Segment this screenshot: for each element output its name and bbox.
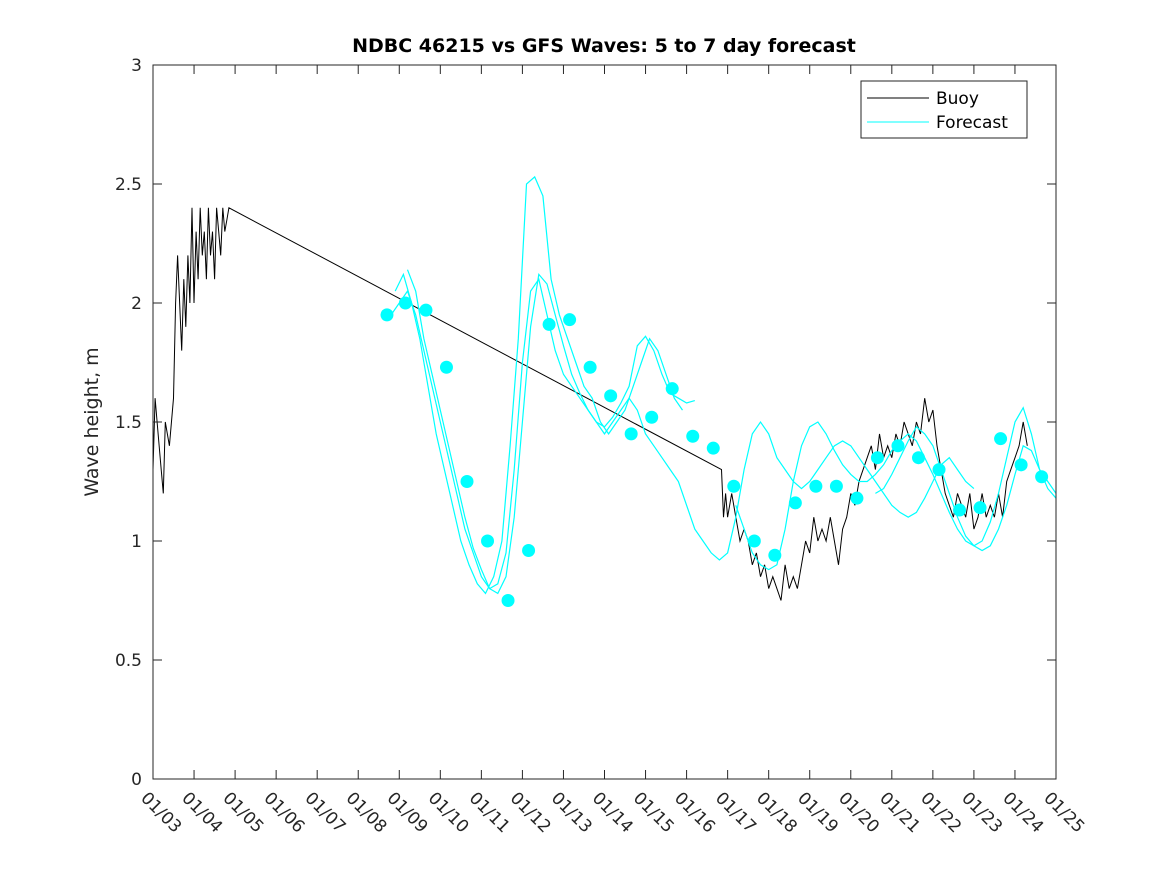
forecast-marker bbox=[439, 360, 453, 374]
y-tick-label: 0.5 bbox=[115, 651, 142, 671]
forecast-marker bbox=[809, 479, 823, 493]
forecast-marker bbox=[747, 534, 761, 548]
legend-buoy-label: Buoy bbox=[936, 89, 979, 109]
forecast-marker bbox=[706, 441, 720, 455]
forecast-marker bbox=[419, 303, 433, 317]
forecast-marker bbox=[665, 382, 679, 396]
forecast-marker bbox=[850, 491, 864, 505]
y-tick-label: 1.5 bbox=[115, 413, 142, 433]
legend: Buoy Forecast bbox=[860, 80, 1028, 139]
plot-area bbox=[153, 65, 1056, 779]
forecast-marker bbox=[542, 317, 556, 331]
forecast-marker bbox=[727, 479, 741, 493]
forecast-marker bbox=[380, 308, 394, 322]
forecast-marker bbox=[686, 429, 700, 443]
forecast-marker bbox=[604, 389, 618, 403]
y-tick-label: 0 bbox=[131, 770, 142, 790]
forecast-marker bbox=[563, 313, 577, 327]
forecast-line-2 bbox=[394, 175, 683, 595]
forecast-marker bbox=[953, 503, 967, 517]
forecast-marker bbox=[829, 479, 843, 493]
forecast-marker bbox=[1035, 470, 1049, 484]
forecast-marker bbox=[624, 427, 638, 441]
forecast-line-5 bbox=[875, 425, 1057, 552]
chart-title: NDBC 46215 vs GFS Waves: 5 to 7 day fore… bbox=[352, 35, 856, 57]
forecast-marker bbox=[583, 360, 597, 374]
forecast-marker bbox=[911, 451, 925, 465]
forecast-marker bbox=[501, 594, 515, 607]
forecast-marker bbox=[481, 534, 495, 548]
forecast-marker bbox=[398, 296, 412, 310]
forecast-marker bbox=[994, 432, 1008, 446]
forecast-marker bbox=[891, 439, 905, 453]
forecast-marker bbox=[522, 544, 536, 558]
forecast-marker bbox=[1014, 458, 1028, 472]
y-tick-label: 2.5 bbox=[115, 175, 142, 195]
forecast-line-3 bbox=[406, 269, 695, 595]
forecast-marker bbox=[932, 463, 946, 477]
y-tick-label: 1 bbox=[131, 532, 142, 552]
y-tick-label: 2 bbox=[131, 294, 142, 314]
legend-forecast-label: Forecast bbox=[936, 113, 1008, 133]
y-axis-label: Wave height, m bbox=[81, 347, 103, 496]
forecast-marker bbox=[645, 410, 659, 424]
series-layer bbox=[152, 175, 1057, 607]
forecast-marker bbox=[788, 496, 802, 510]
forecast-marker bbox=[973, 501, 987, 515]
y-tick-label: 3 bbox=[131, 56, 142, 76]
forecast-marker bbox=[870, 451, 884, 465]
forecast-marker bbox=[768, 548, 782, 562]
legend-box bbox=[860, 80, 1028, 139]
buoy-line bbox=[152, 207, 1028, 601]
forecast-marker bbox=[460, 475, 474, 488]
